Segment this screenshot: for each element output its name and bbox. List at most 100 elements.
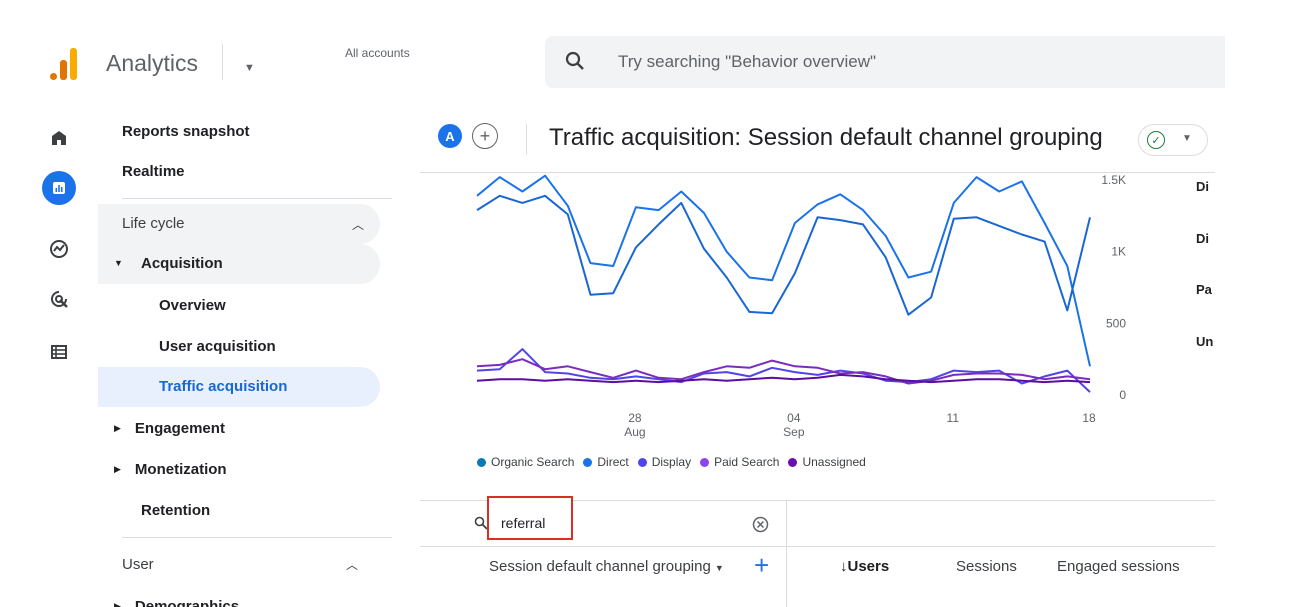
legend-label: Paid Search [714, 455, 780, 469]
legend-item[interactable]: Paid Search [700, 455, 779, 469]
add-dimension-icon[interactable]: + [754, 550, 770, 580]
section-label: User [122, 555, 154, 573]
search-input[interactable]: Try searching "Behavior overview" [545, 36, 1225, 88]
sidebar-item-label: Acquisition [141, 255, 223, 272]
y-tick-label: 1K [1111, 245, 1126, 259]
search-icon [474, 516, 488, 530]
chevron-up-icon: ︿ [351, 218, 364, 232]
legend-label: Organic Search [491, 455, 575, 469]
expand-triangle-icon: ▶ [114, 600, 121, 607]
sidebar-item-overview[interactable]: Overview [159, 296, 226, 314]
legend-item[interactable]: Direct [583, 455, 629, 469]
right-panel-label: Un [1196, 334, 1214, 349]
legend-dot-icon [583, 457, 593, 467]
series-line-unassigned [476, 373, 1091, 384]
nav-rail [0, 98, 98, 607]
y-tick-label: 1.5K [1101, 173, 1126, 187]
divider [786, 500, 787, 607]
dimension-header-label: Session default channel grouping [489, 558, 711, 575]
sidebar-item-label: Engagement [134, 419, 225, 437]
sidebar-item-acquisition[interactable]: ▼ Acquisition [98, 244, 380, 284]
reports-icon[interactable] [42, 171, 76, 205]
expand-triangle-icon: ▶ [114, 422, 121, 433]
app-title: Analytics [106, 50, 199, 76]
search-icon [565, 51, 584, 70]
section-label: Life cycle [122, 215, 185, 232]
sidebar-item-label: Demographics [134, 597, 240, 607]
legend-label: Unassigned [802, 455, 866, 469]
x-tick-label: 11 [947, 411, 960, 425]
page-title: Traffic acquisition: Session default cha… [549, 124, 1103, 151]
account-picker-chevron-down-icon[interactable]: ▼ [244, 62, 255, 74]
divider [420, 500, 1215, 501]
configure-icon[interactable] [42, 335, 76, 369]
x-tick-label: 04 [787, 411, 801, 425]
expand-triangle-icon: ▶ [114, 463, 121, 474]
divider [222, 44, 223, 80]
legend-item[interactable]: Unassigned [788, 455, 866, 469]
series-line-direct [476, 194, 1091, 316]
x-tick-sublabel: Sep [783, 425, 805, 439]
sidebar-item-reports-snapshot[interactable]: Reports snapshot [122, 122, 250, 140]
legend-item[interactable]: Display [637, 455, 692, 469]
right-panel-label: Pa [1196, 282, 1212, 297]
top-bar: Analytics ▼ All accounts Try searching "… [0, 0, 1291, 98]
status-chip[interactable]: ✓ ▼ [1138, 124, 1208, 156]
legend-dot-icon [637, 457, 647, 467]
divider [122, 198, 392, 199]
divider [420, 172, 1215, 173]
sidebar-section-life-cycle[interactable]: Life cycle ︿ [98, 204, 380, 244]
legend-dot-icon [477, 457, 486, 467]
home-icon[interactable] [42, 121, 76, 155]
sidebar-item-demographics[interactable]: ▶ Demographics [114, 586, 239, 607]
right-panel-label: Di [1196, 179, 1209, 194]
sidebar-item-realtime[interactable]: Realtime [122, 162, 185, 180]
column-header-sessions[interactable]: Sessions [956, 558, 1017, 575]
chart-legend: Organic Search Direct Display Paid Search Un… [477, 455, 866, 469]
account-picker-label[interactable]: All accounts [345, 46, 410, 60]
add-comparison-icon[interactable]: + [472, 123, 498, 149]
legend-dot-icon [700, 457, 710, 467]
explore-icon[interactable] [42, 232, 76, 266]
y-tick-label: 0 [1119, 388, 1126, 402]
clear-icon[interactable] [752, 516, 769, 533]
legend-label: Display [651, 455, 692, 469]
column-header-users[interactable]: ↓Users [840, 558, 890, 575]
divider [420, 546, 1215, 547]
dimension-picker[interactable]: Session default channel grouping ▼ [489, 558, 724, 575]
sidebar-item-retention[interactable]: Retention [141, 501, 211, 519]
sidebar-item-user-acquisition[interactable]: User acquisition [159, 337, 276, 355]
x-tick-sublabel: Aug [624, 425, 645, 439]
legend-item[interactable]: Organic Search [477, 455, 574, 469]
series-line-paid-search [476, 358, 1091, 385]
series-line-organic-search [476, 174, 1091, 367]
x-tick-label: 28 [628, 411, 642, 425]
chevron-down-icon: ▼ [1182, 133, 1192, 144]
reports-sidebar: Reports snapshot Realtime Life cycle ︿ ▼… [98, 98, 398, 607]
column-header-engaged-sessions[interactable]: Engaged sessions [1057, 558, 1180, 575]
check-circle-icon: ✓ [1147, 131, 1165, 149]
advertising-icon[interactable] [42, 282, 76, 316]
series-line-display [476, 348, 1091, 393]
table-search-input[interactable]: referral [487, 496, 573, 540]
analytics-logo-icon[interactable] [50, 46, 80, 80]
legend-label: Direct [597, 455, 629, 469]
divider [122, 537, 392, 538]
sidebar-item-label: Monetization [134, 460, 227, 478]
sidebar-item-monetization[interactable]: ▶ Monetization [114, 449, 227, 489]
sidebar-item-engagement[interactable]: ▶ Engagement [114, 408, 225, 448]
sidebar-item-traffic-acquisition[interactable]: Traffic acquisition [98, 367, 380, 407]
chevron-down-icon: ▼ [714, 563, 724, 573]
y-tick-label: 500 [1106, 316, 1126, 330]
search-placeholder: Try searching "Behavior overview" [618, 52, 877, 71]
comparison-chip[interactable]: A [438, 124, 462, 148]
legend-dot-icon [788, 457, 798, 467]
sidebar-item-label: Traffic acquisition [159, 378, 288, 395]
x-tick-label: 18 [1082, 411, 1096, 425]
right-panel-label: Di [1196, 231, 1209, 246]
sidebar-section-user[interactable]: User [122, 544, 154, 584]
chevron-up-icon[interactable]: ︿ [346, 558, 359, 572]
divider [526, 124, 527, 154]
expand-triangle-icon: ▼ [114, 258, 123, 268]
